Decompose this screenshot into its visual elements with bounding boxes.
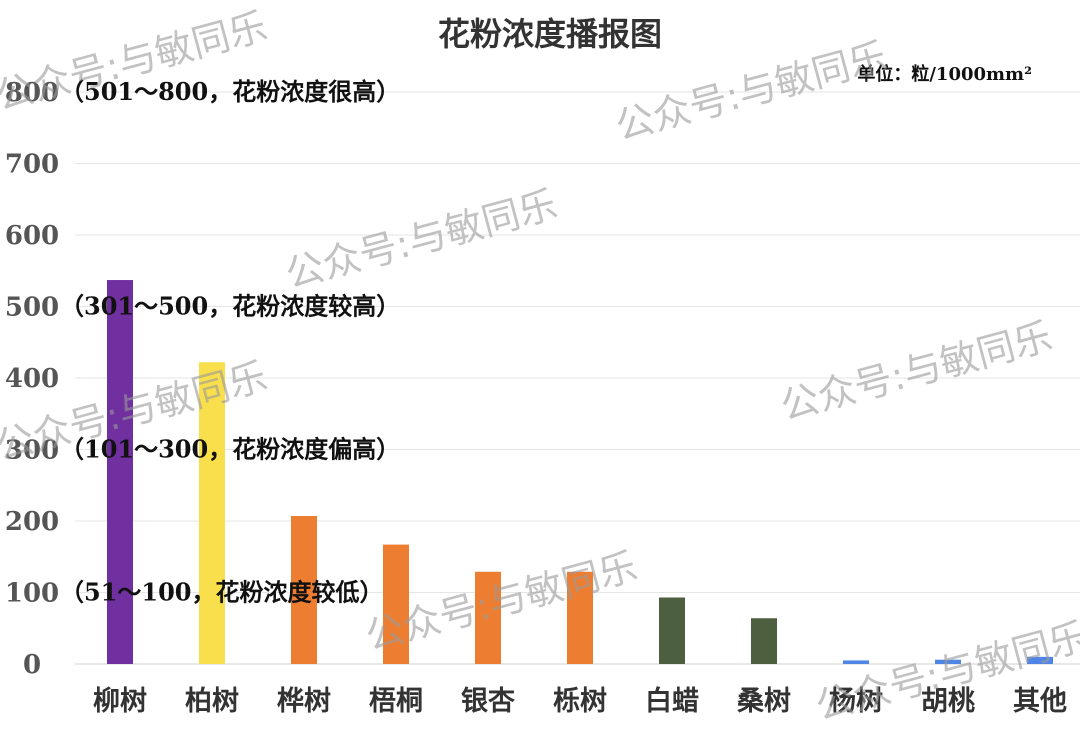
level-annotation: （51～100，花粉浓度较低） xyxy=(60,578,384,607)
y-tick-label: 0 xyxy=(23,650,41,680)
category-label: 白蜡 xyxy=(645,685,699,717)
level-annotation: （501～800，花粉浓度很高） xyxy=(60,77,400,106)
y-tick-label: 600 xyxy=(5,221,59,251)
y-tick-label: 300 xyxy=(5,436,59,466)
watermark-text: 公众号:与敏同乐 xyxy=(776,314,1057,429)
y-tick-label: 400 xyxy=(5,364,59,394)
level-annotation: （301～500，花粉浓度较高） xyxy=(60,292,400,321)
y-tick-label: 100 xyxy=(5,579,59,609)
level-annotations: （501～800，花粉浓度很高） （301～500，花粉浓度较高） （101～300… xyxy=(60,77,400,607)
bar xyxy=(843,660,869,664)
bar xyxy=(751,618,777,664)
category-label: 柳树 xyxy=(93,686,147,717)
category-label: 银杏 xyxy=(461,686,515,717)
bar xyxy=(1027,656,1053,664)
category-label: 胡桃 xyxy=(921,686,975,717)
category-label: 柏树 xyxy=(185,686,239,717)
category-label: 杨树 xyxy=(829,686,883,717)
level-annotation: （101～300，花粉浓度偏高） xyxy=(60,435,400,464)
y-tick-label: 200 xyxy=(5,507,59,537)
bar xyxy=(383,544,409,664)
y-tick-label: 700 xyxy=(5,150,59,180)
watermark-text: 公众号:与敏同乐 xyxy=(281,182,562,297)
bar xyxy=(659,597,685,664)
y-tick-label: 800 xyxy=(5,78,59,108)
bar xyxy=(935,659,961,664)
category-label: 栎树 xyxy=(553,686,607,717)
y-axis-ticks: 0 100 200 300 400 500 600 700 800 xyxy=(5,78,59,680)
category-label: 桦树 xyxy=(277,686,331,717)
chart-title: 花粉浓度播报图 xyxy=(438,15,662,53)
category-label: 梧桐 xyxy=(369,686,423,717)
bars xyxy=(107,280,1053,664)
category-label: 其他 xyxy=(1013,686,1067,717)
bar xyxy=(199,362,225,664)
unit-label: 单位：粒/1000mm² xyxy=(857,63,1032,85)
bar xyxy=(291,515,317,664)
x-axis-categories: 柳树 柏树 桦树 梧桐 银杏 栎树 白蜡 桑树 杨树 胡桃 其他 xyxy=(93,685,1067,717)
bar xyxy=(475,571,501,664)
y-tick-label: 500 xyxy=(5,293,59,323)
bar xyxy=(107,280,133,664)
bar xyxy=(567,571,593,664)
watermarks: 公众号:与敏同乐 公众号:与敏同乐公众号:与敏同乐公众号:与敏同乐公众号:与敏同乐… xyxy=(0,4,1080,729)
category-label: 桑树 xyxy=(737,686,791,717)
